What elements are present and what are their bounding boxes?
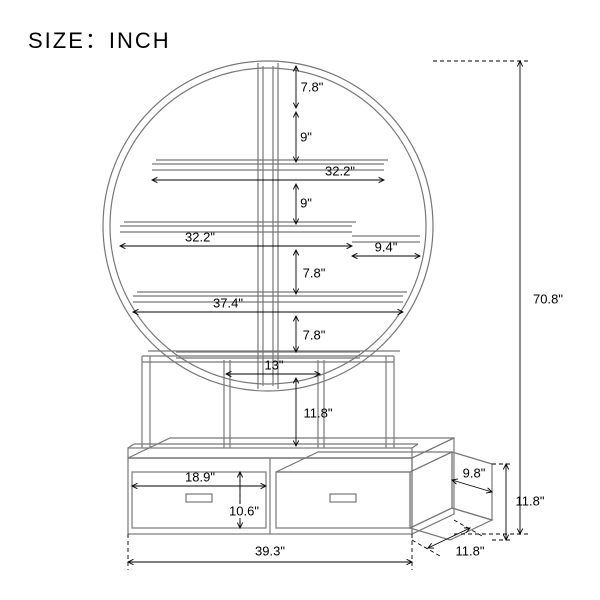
dim-9-8: 9.8" [463,465,486,480]
dim-total-height: 70.8" [533,291,563,306]
shelf-structure [103,61,492,540]
dim-9-4: 9.4" [375,239,398,254]
dim-9b: 9" [300,195,312,210]
dim-7-8-top: 7.8" [301,79,324,94]
dim-32-2a: 32.2" [325,163,355,178]
dim-39-3: 39.3" [255,543,285,558]
dim-13: 13" [264,357,283,372]
diagram: SIZE：INCH [0,0,600,600]
dim-10-6: 10.6" [229,503,259,518]
dim-18-9: 18.9" [185,469,215,484]
dim-7-8b: 7.8" [303,327,326,342]
dim-depth-11-8: 11.8" [456,543,485,558]
dim-9a: 9" [300,129,312,144]
dim-7-8a: 7.8" [303,265,326,280]
dim-32-2b: 32.2" [185,229,215,244]
dim-cab-11-8: 11.8" [516,493,545,508]
dim-37-4: 37.4" [213,295,243,310]
dim-11-8-gap: 11.8" [304,405,333,420]
page-title: SIZE：INCH [28,28,171,53]
